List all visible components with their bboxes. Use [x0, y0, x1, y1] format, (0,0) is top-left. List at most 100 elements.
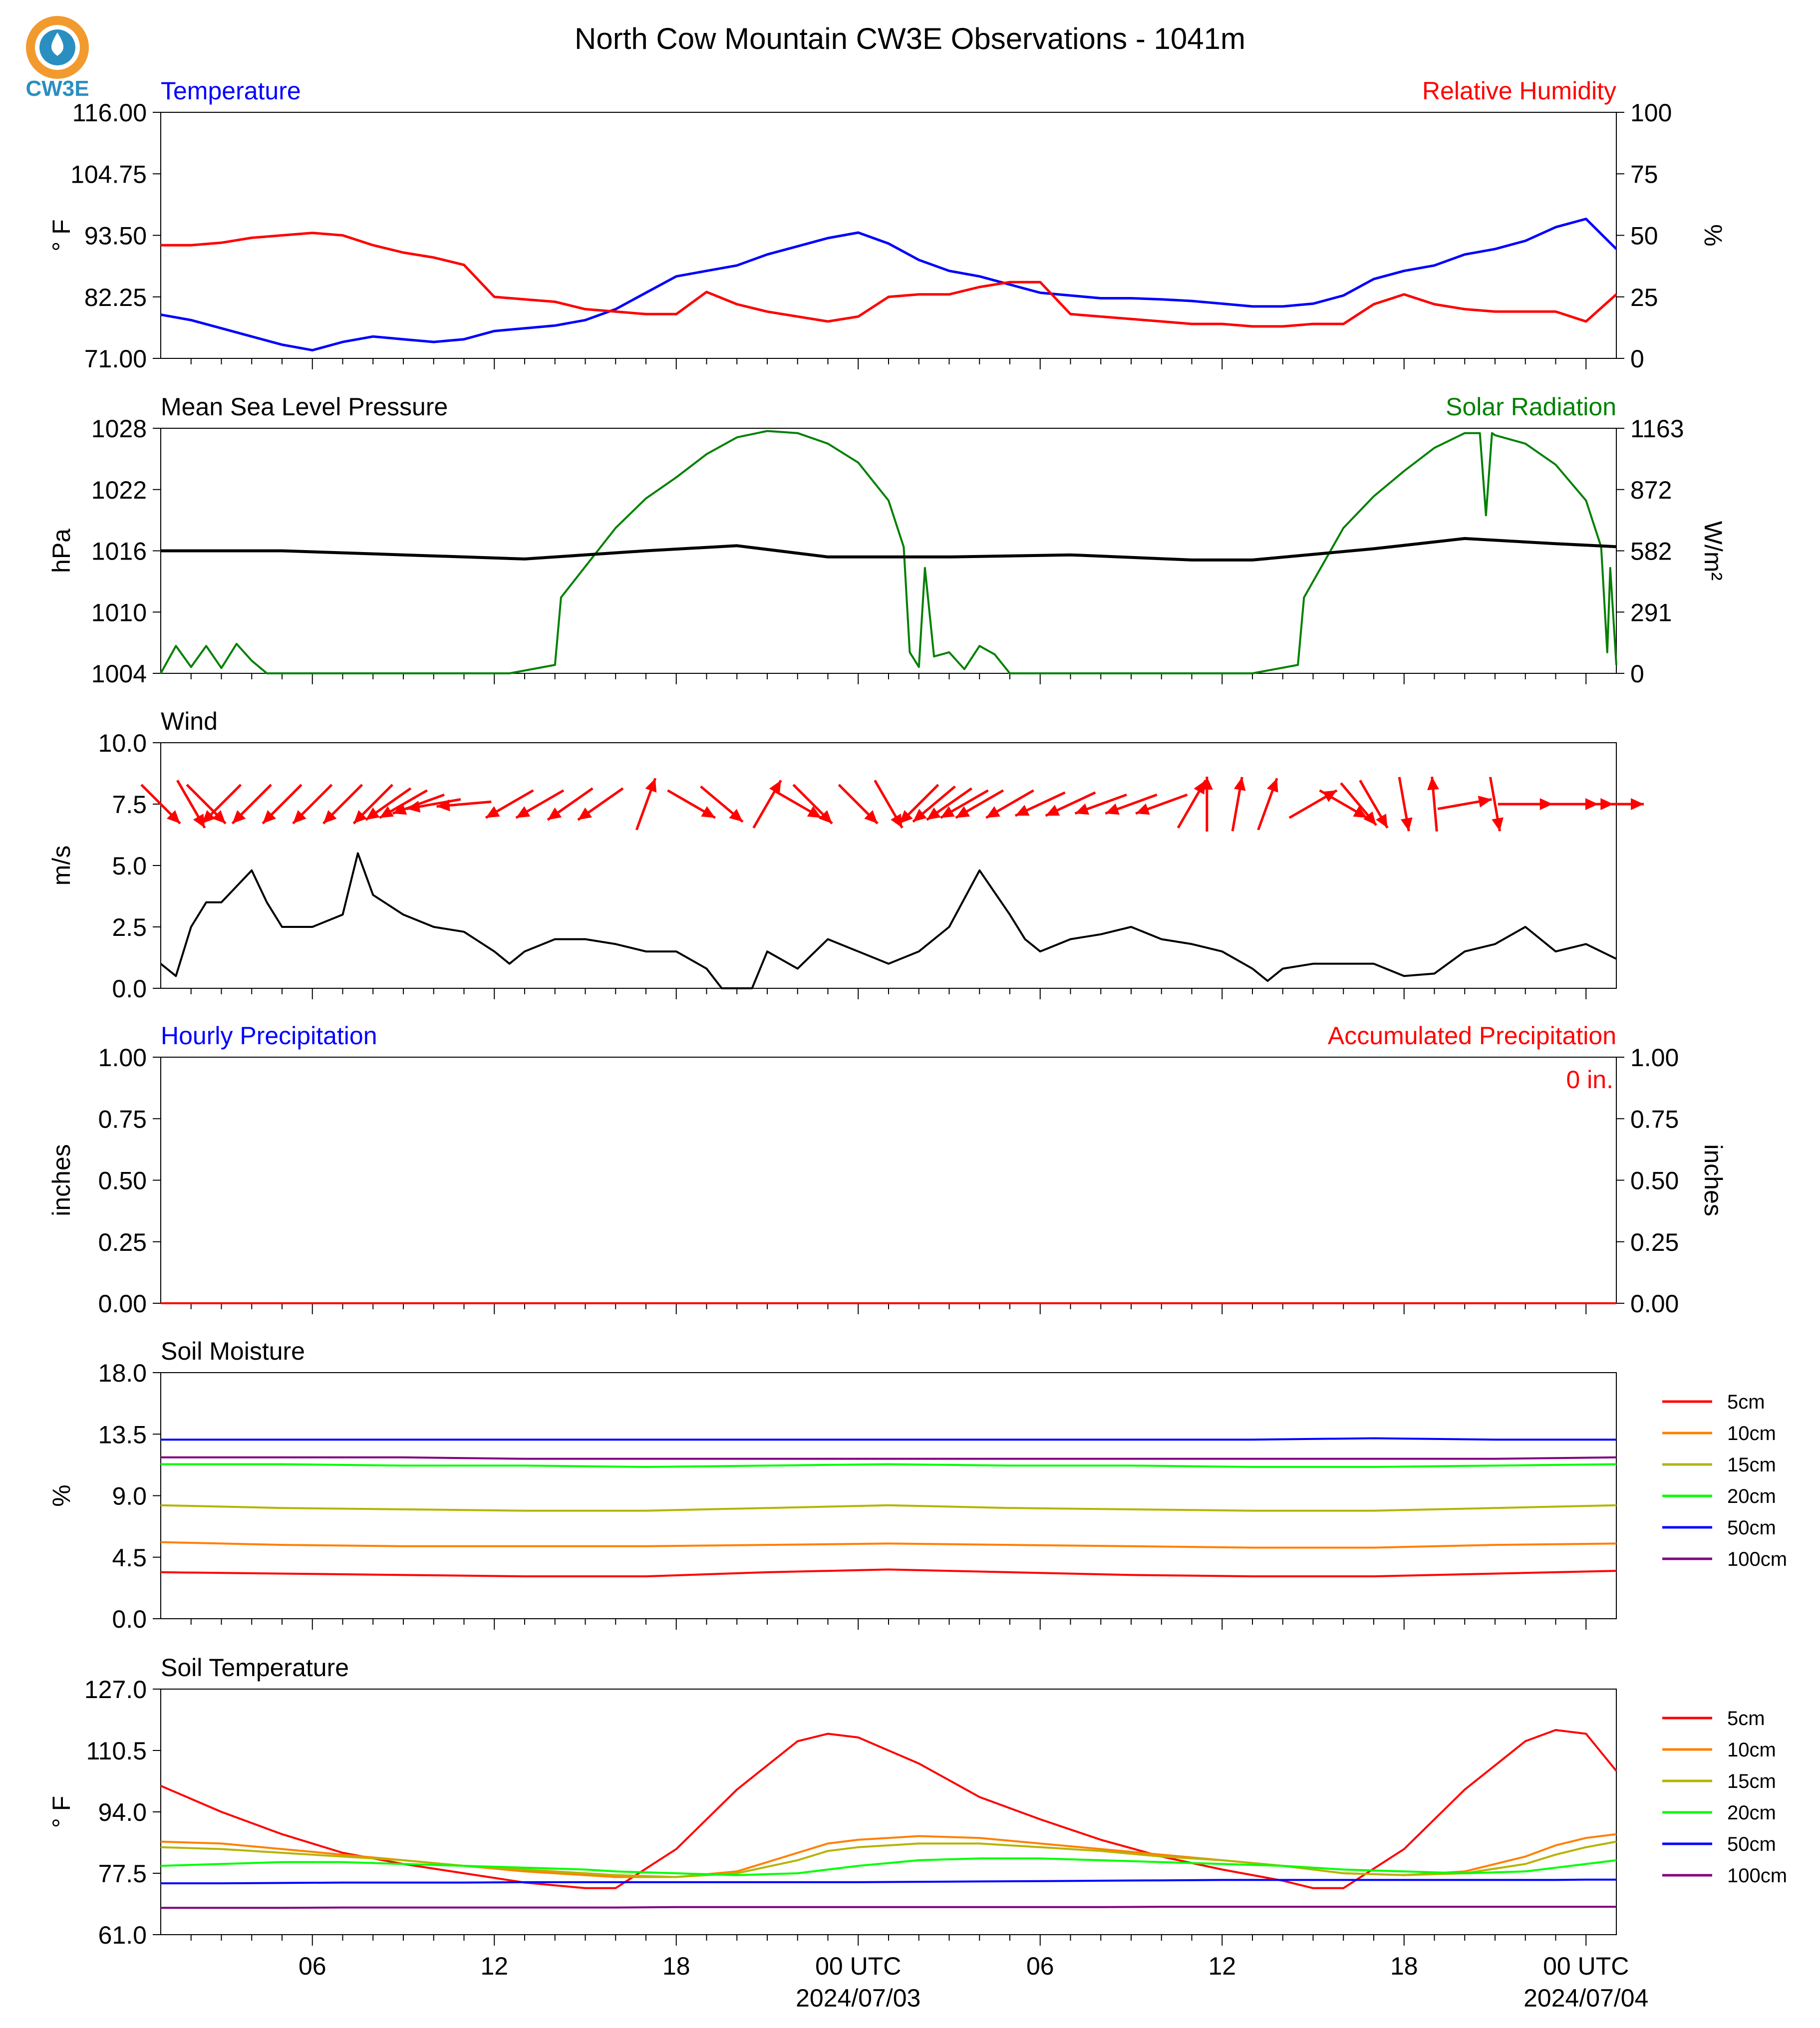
y-tick-label: 5.0 — [112, 852, 147, 880]
wind-arrow-head — [193, 814, 205, 828]
wind-arrow — [874, 780, 904, 829]
legend-label: 5cm — [1727, 1391, 1765, 1413]
wind-arrow — [201, 784, 242, 825]
y2-tick-label: 0.00 — [1630, 1290, 1679, 1318]
wind-speed-line — [160, 852, 1617, 989]
y-tick-label: 116.00 — [72, 99, 147, 127]
wind-arrow — [1437, 796, 1492, 811]
y-tick-label: 10.0 — [98, 729, 147, 757]
y-tick-label: 0.0 — [112, 1605, 147, 1633]
wind-arrow-head — [1015, 805, 1030, 816]
wind-arrow-head — [645, 778, 657, 793]
legend-label: 15cm — [1727, 1770, 1776, 1792]
wind-arrow — [186, 784, 227, 825]
wind-arrow — [1135, 793, 1188, 815]
y-tick-label: 4.5 — [112, 1544, 147, 1572]
logo-drop-icon — [51, 32, 64, 56]
panel-title-right: Accumulated Precipitation — [1328, 1022, 1616, 1050]
legend: 5cm 10cm 15cm 20cm 50cm 100cm — [1662, 1391, 1787, 1570]
y2-tick-label: 100 — [1630, 99, 1672, 127]
wind-arrow — [365, 787, 412, 821]
wind-arrow-head — [986, 806, 1000, 818]
plot-frame — [160, 1689, 1617, 1935]
wind-arrow — [667, 789, 716, 819]
wind-arrow-head — [1400, 817, 1413, 832]
y-tick-label: 1.00 — [98, 1044, 147, 1072]
wind-arrow — [352, 784, 393, 825]
y2-tick-label: 0.50 — [1630, 1167, 1679, 1195]
legend-label: 100cm — [1727, 1865, 1787, 1887]
soil-series-line-10cm — [160, 1541, 1617, 1549]
wind-arrow-head — [365, 807, 380, 820]
cw3e-logo: CW3E — [25, 16, 89, 101]
y-tick-label: 71.00 — [84, 345, 147, 373]
legend-label: 20cm — [1727, 1802, 1776, 1824]
y-axis-unit: ° F — [47, 219, 75, 251]
legend-label: 10cm — [1727, 1739, 1776, 1761]
y-tick-label: 1016 — [91, 538, 147, 566]
y-axis-unit: hPa — [47, 529, 75, 573]
legend-label: 100cm — [1727, 1548, 1787, 1570]
x-tick-label: 18 — [662, 1952, 690, 1980]
soil-series-line-100cm — [161, 1456, 1617, 1460]
wind-arrow — [176, 780, 206, 829]
wind-arrow — [379, 789, 428, 819]
wind-arrow — [792, 784, 833, 825]
legend: 5cm 10cm 15cm 20cm 50cm 100cm — [1662, 1708, 1787, 1887]
y2-tick-label: 50 — [1630, 222, 1658, 250]
wind-arrow — [838, 784, 879, 825]
y-tick-label: 77.5 — [98, 1860, 147, 1888]
wind-arrow-head — [912, 809, 927, 822]
wind-arrow-head — [940, 806, 955, 818]
wind-arrow-head — [1075, 803, 1090, 815]
y-axis-unit: ° F — [47, 1796, 75, 1828]
wind-arrow-head — [1201, 777, 1213, 790]
y-tick-label: 1022 — [91, 476, 147, 504]
legend-label: 50cm — [1727, 1833, 1776, 1855]
panel-pressure_solar: 1028 1022 1016 1010 1004 1163 872 582 291 0 Mean S… — [47, 393, 1727, 688]
y-tick-label: 110.5 — [86, 1737, 147, 1765]
wind-arrow-head — [1267, 778, 1278, 793]
solar-radiation-line — [160, 430, 1617, 674]
wind-arrow-head — [1376, 814, 1388, 828]
y-tick-label: 0.25 — [98, 1228, 147, 1256]
wind-arrow — [635, 778, 657, 831]
x-tick-label: 00 UTC — [815, 1952, 901, 1980]
y-tick-label: 127.0 — [84, 1676, 147, 1704]
wind-arrow-head — [1353, 806, 1367, 818]
wind-arrow-head — [578, 807, 593, 820]
plot-frame — [160, 112, 1617, 359]
panel-title-left: Soil Moisture — [161, 1337, 305, 1365]
y-tick-label: 104.75 — [70, 160, 147, 188]
wind-arrow — [577, 787, 624, 821]
soil-series-line-50cm — [161, 1878, 1616, 1885]
wind-arrow-head — [1363, 811, 1376, 826]
wind-arrow — [406, 798, 461, 813]
wind-arrow — [292, 784, 333, 825]
wind-arrow — [700, 785, 744, 823]
y2-tick-label: 872 — [1630, 476, 1672, 504]
y-tick-label: 0.75 — [98, 1105, 147, 1133]
logo-sun-ring — [26, 16, 89, 79]
wind-arrow — [773, 789, 822, 819]
wind-arrow — [1340, 782, 1377, 826]
y2-tick-label: 0.75 — [1630, 1105, 1679, 1133]
wind-arrow-head — [485, 806, 500, 818]
wind-arrow-head — [263, 810, 276, 824]
wind-arrow — [436, 799, 492, 812]
soil-series-line-15cm — [160, 1840, 1617, 1878]
wind-arrow — [1014, 791, 1066, 817]
wind-arrow-head — [729, 809, 743, 822]
panel-soil_temp: 127.0 110.5 94.0 77.5 61.0 Soil Temperature ° … — [47, 1654, 1787, 1949]
plot-frame — [160, 1057, 1617, 1304]
wind-arrow-head — [701, 806, 715, 818]
y-tick-label: 9.0 — [112, 1482, 147, 1510]
legend-label: 50cm — [1727, 1517, 1776, 1539]
wind-arrow-head — [436, 799, 450, 812]
x-date-label: 2024/07/04 — [1523, 1984, 1648, 2012]
y-tick-label: 1010 — [91, 598, 147, 626]
plot-frame — [160, 428, 1617, 674]
accumulated-precip-total: 0 in. — [1566, 1066, 1613, 1094]
soil-series-line-15cm — [160, 1504, 1617, 1512]
